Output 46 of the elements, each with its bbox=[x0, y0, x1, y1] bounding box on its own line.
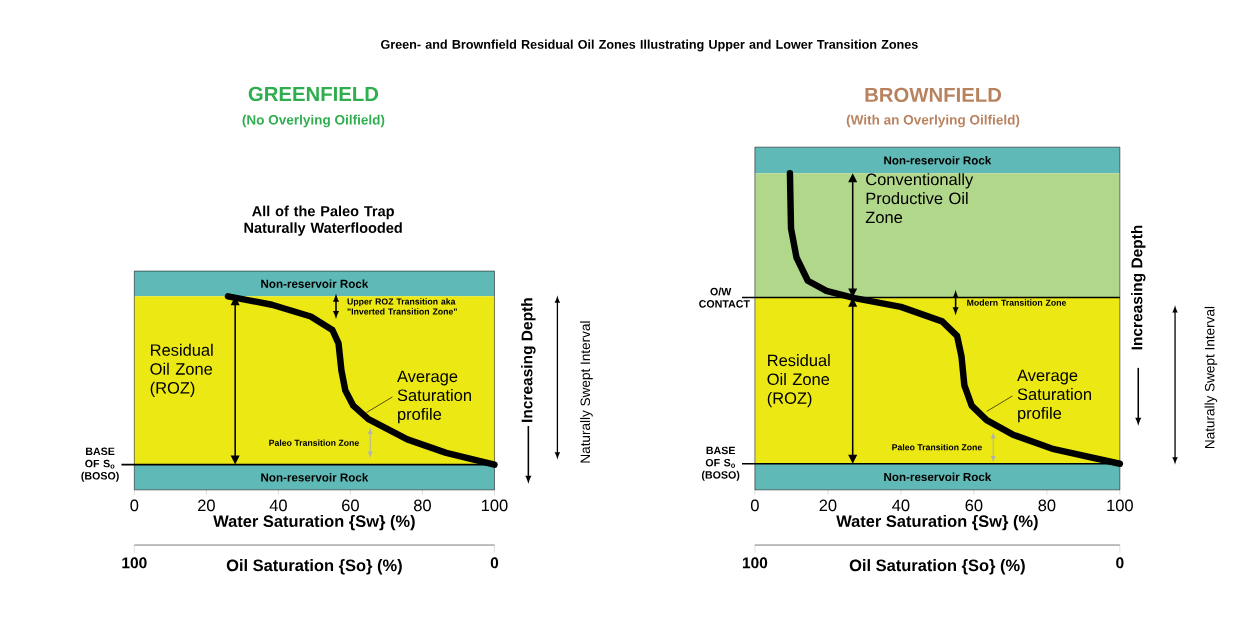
text: Green- and Brownfield Residual Oil Zones Illustrating Upper and Lower Transition Zones bbox=[381, 39, 918, 52]
text: All of the Paleo Trap Naturally Waterflooded bbox=[244, 205, 402, 237]
x-tick-label: 40 bbox=[892, 499, 910, 512]
x2-tick-label: 0 bbox=[1116, 557, 1124, 569]
annotation: Average Saturation profile bbox=[1017, 369, 1091, 423]
annotation: Upper ROZ Transition aka "Inverted Transition Zone" bbox=[347, 298, 457, 315]
annotation: Paleo Transition Zone bbox=[269, 439, 359, 447]
ref-line-label: O/W CONTACT bbox=[699, 287, 750, 308]
x-tick-label: 100 bbox=[1107, 499, 1133, 512]
x-tick-label: 0 bbox=[750, 499, 759, 512]
chart-title: BROWNFIELD bbox=[865, 87, 1002, 103]
band-label: Non-reservoir Rock bbox=[884, 472, 992, 482]
x2-tick-label: 0 bbox=[490, 557, 499, 569]
band-label: Non-reservoir Rock bbox=[884, 156, 992, 165]
chart-subtitle: (No Overlying Oilfield) bbox=[242, 114, 385, 128]
text: BASE OF S$_{o}$ (BOSO) bbox=[701, 446, 740, 481]
y-axis-title: Increasing Depth bbox=[1131, 225, 1146, 350]
y-axis-title: Increasing Depth bbox=[521, 298, 536, 423]
band-label: Residual Oil Zone (ROZ) bbox=[767, 354, 830, 408]
chart-subtitle: (With an Overlying Oilfield) bbox=[846, 114, 1020, 128]
x2-tick-label: 100 bbox=[742, 557, 768, 569]
x-tick-label: 20 bbox=[198, 499, 215, 512]
x2-tick-label: 100 bbox=[122, 557, 147, 569]
x-axis-title: Water Saturation {Sw} (%) bbox=[213, 515, 415, 531]
band-label: Residual Oil Zone (ROZ) bbox=[150, 343, 213, 398]
x2-axis-title: Oil Saturation {So} (%) bbox=[226, 559, 402, 575]
annotation: Modern Transition Zone bbox=[967, 299, 1067, 306]
x-tick-label: 100 bbox=[481, 499, 508, 512]
x-tick-label: 80 bbox=[1038, 499, 1056, 512]
x-tick-label: 0 bbox=[130, 499, 139, 512]
x-tick-label: 40 bbox=[269, 499, 287, 512]
y2-axis-title: Naturally Swept Interval bbox=[580, 321, 593, 463]
x2-axis-title: Oil Saturation {So} (%) bbox=[849, 559, 1025, 575]
band-label: Non-reservoir Rock bbox=[261, 473, 369, 482]
y2-axis-title: Naturally Swept Interval bbox=[1204, 307, 1218, 449]
x-axis-title: Water Saturation {Sw} (%) bbox=[836, 515, 1038, 531]
x-tick-label: 60 bbox=[965, 499, 983, 512]
x-tick-label: 60 bbox=[342, 499, 359, 512]
chart-title: GREENFIELD bbox=[248, 86, 379, 102]
text: BASE OF S$_{o}$ (BOSO) bbox=[81, 447, 119, 482]
annotation: Paleo Transition Zone bbox=[892, 444, 982, 451]
band-label: Conventionally Productive Oil Zone bbox=[865, 173, 974, 224]
annotation: Average Saturation profile bbox=[397, 370, 471, 424]
x-tick-label: 80 bbox=[413, 499, 431, 512]
band-label: Non-reservoir Rock bbox=[261, 279, 369, 289]
x-tick-label: 20 bbox=[819, 499, 837, 512]
